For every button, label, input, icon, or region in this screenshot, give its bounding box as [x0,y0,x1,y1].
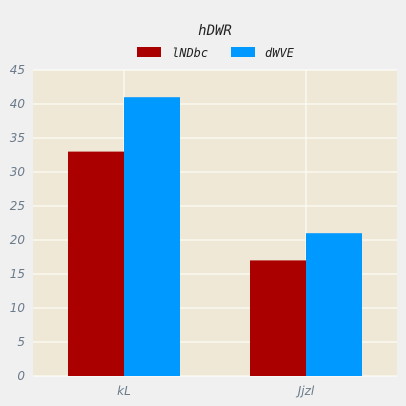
y-tick-label: 5 [17,335,25,349]
y-tick-label: 25 [10,199,25,213]
legend-swatch-dwve [231,47,255,57]
x-tick-label: kL [117,384,131,398]
chart-title: hDWR [198,23,232,39]
bar-dwve-kl [124,97,180,376]
bar-lndbc-kl [68,151,124,376]
legend-swatch-lndbc [137,47,161,57]
bar-lndbc-jjzl [250,260,306,376]
y-tick-label: 20 [10,233,26,247]
x-tick-label: Jjzl [296,384,315,398]
legend-label-lndbc: lNDbc [172,46,208,60]
legend-label-dwve: dWVE [265,46,295,60]
y-tick-label: 30 [10,165,26,179]
y-tick-label: 10 [10,301,26,315]
y-tick-label: 0 [17,369,25,383]
x-axis-ticks: kL Jjzl [117,384,315,398]
bars [68,97,362,376]
bar-dwve-jjzl [306,233,362,376]
y-tick-label: 45 [10,63,25,77]
legend: lNDbc dWVE [137,46,295,60]
y-axis-ticks: 0 5 10 15 20 25 30 35 40 45 [10,63,26,383]
y-tick-label: 40 [10,97,26,111]
y-tick-label: 15 [10,267,25,281]
y-tick-label: 35 [10,131,25,145]
